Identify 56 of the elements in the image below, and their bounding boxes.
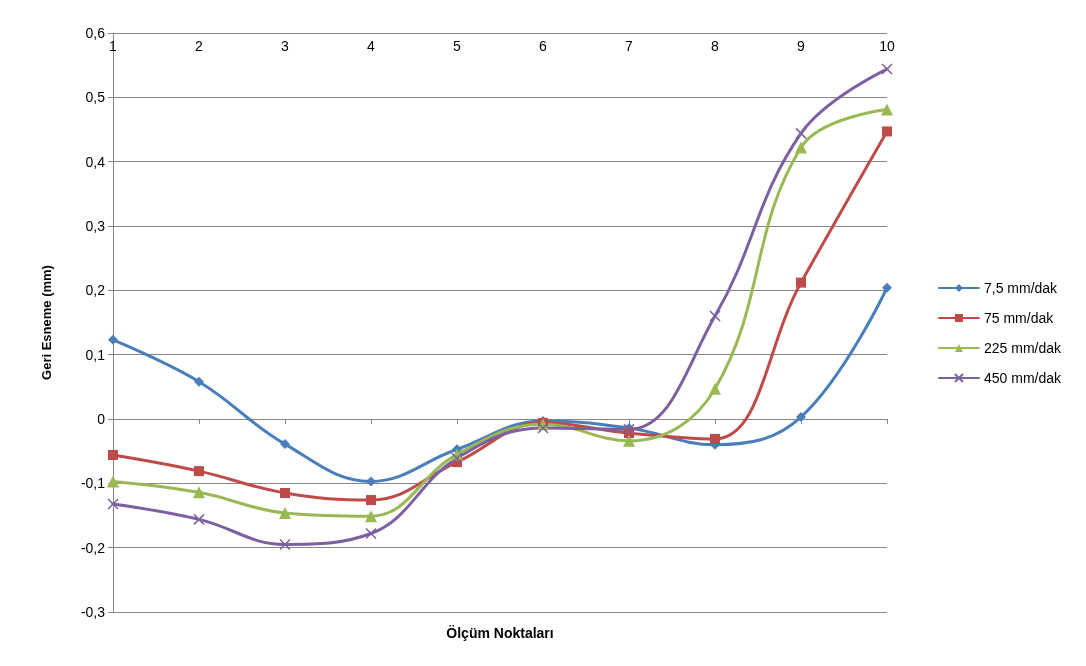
x-tick-label: 3 <box>281 38 290 54</box>
point <box>881 63 893 75</box>
x-tick-label: 2 <box>195 38 204 54</box>
legend-label: 225 mm/dak <box>983 340 1062 356</box>
y-tick-label: -0,2 <box>80 539 106 556</box>
point <box>366 495 376 506</box>
y-tick-label: 0,4 <box>85 153 106 170</box>
legend-label: 7,5 mm/dak <box>983 280 1059 296</box>
x-tick-label: 7 <box>625 38 634 54</box>
y-tick-label: -0,1 <box>80 475 106 492</box>
x-tick-label: 5 <box>453 38 462 54</box>
point <box>795 141 807 154</box>
point <box>365 527 377 540</box>
point <box>795 127 807 140</box>
x-tick-label: 9 <box>797 38 806 54</box>
y-tick-label: 0,6 <box>85 25 106 41</box>
point <box>537 422 549 434</box>
point <box>193 513 205 526</box>
point <box>881 103 893 116</box>
point <box>796 412 806 423</box>
y-tick-label: 0,2 <box>85 282 106 299</box>
point <box>280 439 290 450</box>
point <box>365 510 377 523</box>
legend-label: 75 mm/dak <box>983 310 1055 326</box>
y-tick-label: 0 <box>97 411 106 427</box>
legend-label: 450 mm/dak <box>983 370 1062 386</box>
point <box>193 486 205 499</box>
point <box>279 506 291 519</box>
point <box>280 487 290 498</box>
point <box>279 538 291 551</box>
y-tick-label: 0,3 <box>85 218 106 234</box>
point <box>108 450 118 461</box>
point <box>882 282 892 293</box>
point <box>623 434 635 447</box>
y-tick-label: 0,5 <box>85 89 106 106</box>
point <box>366 476 376 487</box>
point <box>796 277 806 288</box>
x-tick-label: 6 <box>539 38 548 54</box>
x-tick-label: 10 <box>879 38 895 54</box>
x-tick-label: 1 <box>109 38 118 54</box>
point <box>709 382 721 395</box>
point <box>451 452 463 464</box>
point <box>194 376 204 387</box>
point <box>882 126 892 137</box>
y-tick-label: -0,3 <box>80 604 106 620</box>
x-tick-label: 4 <box>367 38 376 54</box>
point <box>108 334 118 345</box>
x-axis-title: Ölçüm Noktaları <box>446 625 554 641</box>
x-tick-label: 8 <box>711 38 720 54</box>
point <box>709 310 721 322</box>
y-tick-label: 0,1 <box>85 346 106 363</box>
y-axis-title: Geri Esneme (mm) <box>39 265 54 380</box>
point <box>194 466 204 477</box>
point <box>107 475 119 488</box>
point <box>107 498 119 510</box>
point <box>710 433 720 444</box>
